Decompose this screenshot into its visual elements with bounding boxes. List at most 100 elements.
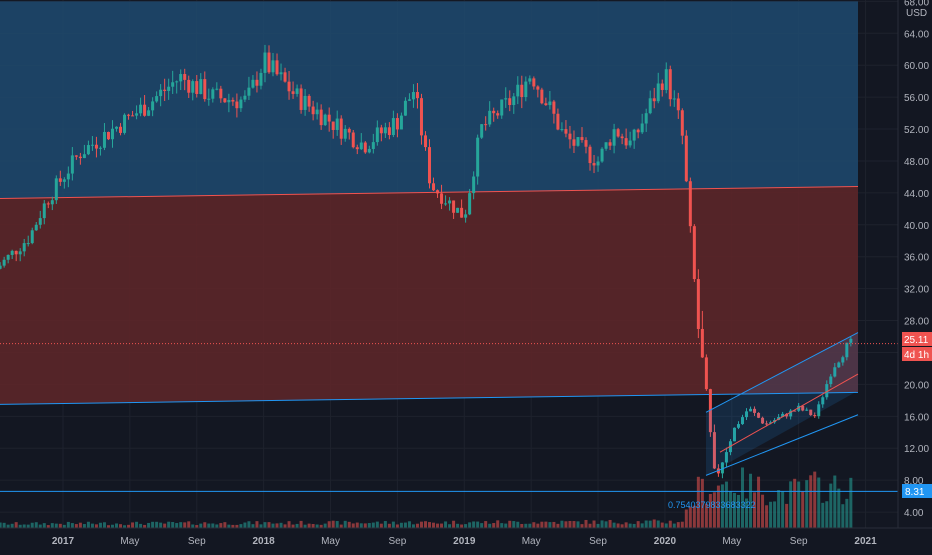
candle-body bbox=[753, 408, 757, 413]
volume-bar bbox=[644, 520, 648, 528]
zone-boundary-bottom bbox=[0, 391, 859, 405]
volume-bar bbox=[604, 521, 608, 528]
volume-bar bbox=[580, 524, 584, 528]
volume-bar bbox=[331, 520, 335, 528]
volume-bar bbox=[825, 501, 829, 528]
volume-bar bbox=[211, 523, 215, 528]
candle-body bbox=[50, 200, 54, 205]
volume-bar bbox=[115, 523, 119, 528]
volume-bar bbox=[761, 494, 765, 528]
candle-body bbox=[110, 128, 114, 140]
candle-body bbox=[652, 98, 656, 102]
volume-bar bbox=[456, 523, 460, 528]
volume-bar bbox=[407, 521, 411, 528]
volume-bar bbox=[379, 523, 383, 528]
volume-bar bbox=[724, 481, 728, 528]
candle-body bbox=[58, 178, 62, 182]
candle-body bbox=[628, 140, 632, 146]
volume-bar bbox=[849, 477, 853, 528]
candle-body bbox=[123, 114, 127, 133]
volume-bar bbox=[652, 519, 656, 528]
volume-bar bbox=[339, 524, 343, 528]
volume-bar bbox=[841, 504, 845, 528]
volume-bar bbox=[608, 519, 612, 528]
candle-body bbox=[845, 342, 849, 358]
candle-body bbox=[235, 101, 239, 109]
volume-bar bbox=[239, 524, 243, 528]
candle-body bbox=[624, 138, 628, 146]
volume-bar bbox=[203, 522, 207, 528]
candle-body bbox=[90, 144, 94, 146]
candle-body bbox=[456, 207, 460, 213]
volume-bar bbox=[837, 488, 841, 528]
volume-bar bbox=[556, 523, 560, 528]
volume-bar bbox=[708, 493, 712, 528]
volume-bar bbox=[255, 521, 259, 528]
volume-bar bbox=[303, 524, 307, 528]
candle-body bbox=[797, 405, 801, 411]
candle-body bbox=[512, 96, 516, 106]
overlays bbox=[0, 332, 898, 492]
time-axis-bg bbox=[0, 528, 932, 550]
volume-bar bbox=[359, 523, 363, 528]
y-tick-label: 40.00 bbox=[904, 221, 929, 232]
volume-bar bbox=[492, 523, 496, 528]
volume-bar bbox=[472, 521, 476, 528]
candle-body bbox=[508, 98, 512, 106]
volume-bar bbox=[419, 521, 423, 528]
volume-bar bbox=[323, 523, 327, 528]
volume-bar bbox=[311, 524, 315, 528]
volume-bar bbox=[355, 522, 359, 528]
volume-bar bbox=[548, 522, 552, 528]
volume-bar bbox=[596, 523, 600, 528]
candle-body bbox=[484, 124, 488, 126]
candle-body bbox=[34, 224, 38, 231]
volume-bar bbox=[680, 521, 684, 528]
zone-upper bbox=[0, 1, 858, 199]
candle-body bbox=[0, 265, 2, 269]
candle-body bbox=[620, 136, 624, 139]
candle-body bbox=[688, 181, 692, 227]
volume-bar bbox=[528, 523, 532, 528]
candle-body bbox=[452, 200, 456, 213]
volume-bar bbox=[10, 523, 14, 528]
candle-body bbox=[375, 127, 379, 143]
candle-body bbox=[78, 156, 82, 159]
candle-body bbox=[676, 98, 680, 111]
y-tick-label: 12.00 bbox=[904, 444, 929, 455]
candle-body bbox=[568, 133, 572, 140]
volume-bar bbox=[30, 522, 34, 528]
candle-body bbox=[500, 99, 504, 116]
candle-body bbox=[829, 376, 833, 385]
candle-body bbox=[62, 179, 66, 182]
candle-body bbox=[809, 409, 813, 416]
candle-body bbox=[191, 81, 195, 93]
volume-bar bbox=[287, 521, 291, 528]
volume-bar bbox=[42, 523, 46, 528]
volume-bar bbox=[2, 522, 6, 528]
candle-body bbox=[801, 405, 805, 411]
volume-bar bbox=[279, 522, 283, 528]
volume-bar bbox=[143, 524, 147, 528]
candle-body bbox=[255, 79, 259, 86]
candle-body bbox=[712, 432, 716, 469]
candle-body bbox=[94, 144, 98, 149]
volume-bar bbox=[34, 522, 38, 528]
candle-body bbox=[672, 98, 676, 100]
candle-body bbox=[548, 101, 552, 106]
candle-body bbox=[692, 226, 696, 280]
candle-body bbox=[82, 154, 86, 159]
volume-bar bbox=[179, 522, 183, 528]
x-tick-label: 2020 bbox=[654, 536, 677, 547]
candle-body bbox=[580, 137, 584, 141]
y-tick-label: 32.00 bbox=[904, 285, 929, 296]
volume-bar bbox=[271, 523, 275, 528]
candle-body bbox=[636, 129, 640, 133]
candle-body bbox=[395, 118, 399, 130]
candle-body bbox=[415, 92, 419, 99]
volume-bar bbox=[532, 522, 536, 528]
candle-body bbox=[279, 72, 283, 75]
volume-bar bbox=[508, 520, 512, 528]
